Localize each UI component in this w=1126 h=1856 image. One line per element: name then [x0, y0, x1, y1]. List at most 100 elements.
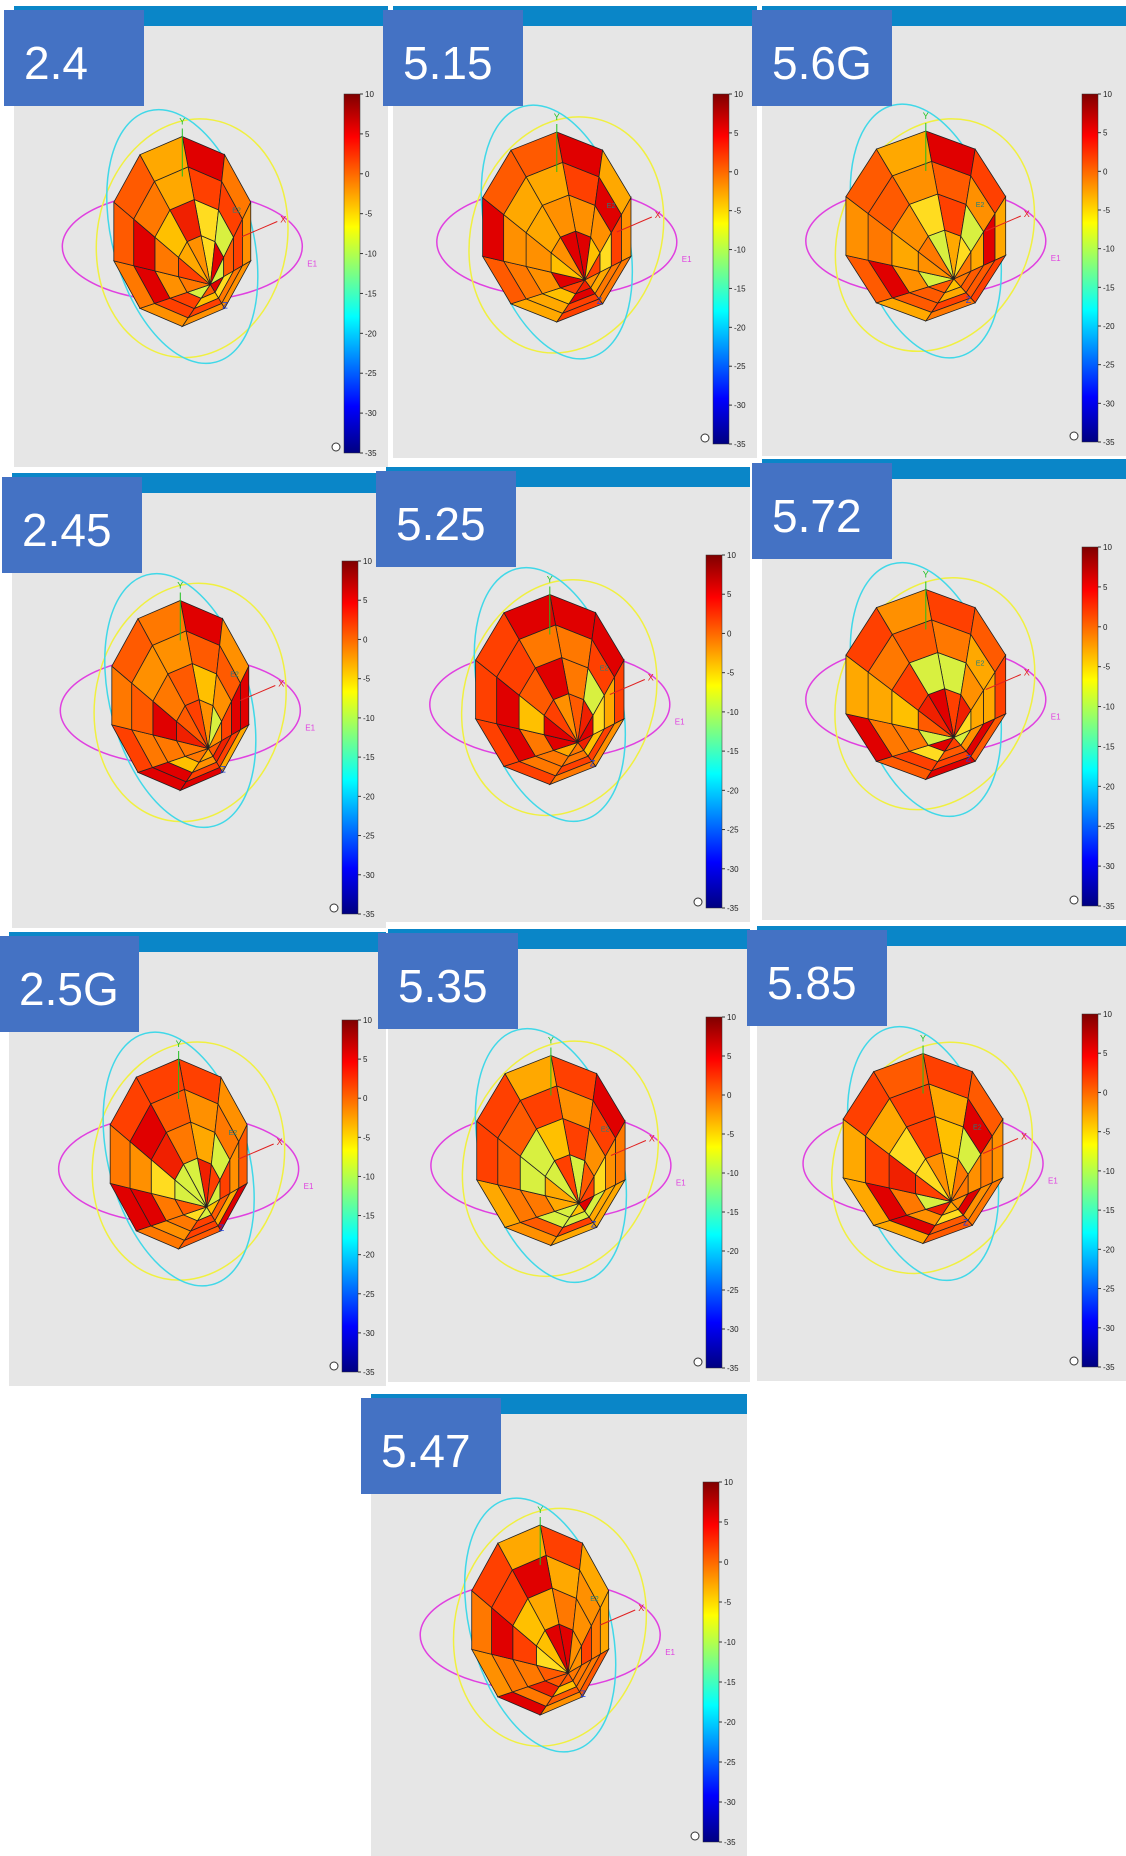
colorbar-tick-label: 10 — [363, 557, 372, 566]
colorbar-tick-label: 5 — [727, 590, 732, 599]
axis-label-z: Z — [580, 1689, 586, 1699]
frequency-label: 2.45 — [2, 477, 142, 573]
colorbar-tick-label: -15 — [734, 284, 746, 293]
axis-label-e1: E1 — [1051, 713, 1061, 722]
colorbar-tick-label: 10 — [363, 1016, 372, 1025]
colorbar-tick-label: -35 — [727, 1364, 739, 1373]
colorbar — [341, 1019, 359, 1373]
colorbar-tick-label: 10 — [1103, 1010, 1112, 1019]
axis-x — [600, 1609, 636, 1626]
colorbar-tick-label: -15 — [724, 1678, 736, 1687]
colorbar-tick-label: -10 — [724, 1638, 736, 1647]
colorbar-tick-label: -30 — [365, 409, 377, 418]
axis-label-e1: E1 — [676, 1179, 686, 1188]
axis-label-y: Y — [537, 1505, 543, 1515]
colorbar-tick-label: -20 — [1103, 322, 1115, 331]
colorbar-tick-label: 10 — [1103, 90, 1112, 99]
axis-label-z: Z — [966, 295, 972, 305]
colorbar-tick-label: -35 — [363, 910, 375, 919]
axis-label-z: Z — [222, 301, 228, 311]
colorbar-tick-label: -15 — [363, 753, 375, 762]
frequency-label: 5.35 — [378, 933, 518, 1029]
axis-label-z: Z — [963, 1218, 969, 1228]
colorbar-tick-label: -35 — [724, 1838, 736, 1847]
axis-label-e1: E1 — [304, 1182, 314, 1191]
colorbar-tick-label: -5 — [724, 1598, 732, 1607]
axis-label-e1: E1 — [307, 260, 317, 269]
zoom-icon — [1069, 431, 1079, 441]
colorbar-tick-label: -35 — [365, 449, 377, 458]
axis-label-y: Y — [179, 117, 185, 127]
colorbar-tick-label: 10 — [727, 1013, 736, 1022]
colorbar-tick-label: -5 — [1103, 1128, 1111, 1137]
colorbar-tick-label: -35 — [727, 904, 739, 913]
colorbar-tick-label: -20 — [1103, 782, 1115, 791]
frequency-label: 5.85 — [747, 930, 887, 1026]
colorbar-tick-label: -5 — [363, 1133, 371, 1142]
colorbar-tick-label: -20 — [734, 323, 746, 332]
colorbar — [702, 1481, 720, 1843]
colorbar-tick-label: -30 — [363, 871, 375, 880]
colorbar-tick-label: -5 — [1103, 206, 1111, 215]
colorbar-tick-label: -25 — [724, 1758, 736, 1767]
axis-x — [610, 1140, 647, 1156]
colorbar — [705, 554, 723, 909]
colorbar-tick-label: -10 — [365, 250, 377, 259]
colorbar-tick-label: -30 — [727, 1325, 739, 1334]
colorbar-tick-label: 5 — [363, 596, 368, 605]
axis-label-x: X — [648, 673, 654, 683]
colorbar-tick-label: -20 — [363, 792, 375, 801]
axis-label-y: Y — [176, 1039, 182, 1049]
axis-label-e2: E2 — [229, 1130, 238, 1137]
axis-x — [238, 1143, 274, 1160]
axis-x — [982, 1138, 1019, 1154]
colorbar-tick-label: 10 — [727, 551, 736, 560]
axis-x — [616, 216, 652, 233]
colorbar-tick-label: 5 — [734, 129, 739, 138]
axis-label-e2: E2 — [232, 208, 241, 215]
axis-label-y: Y — [548, 1036, 554, 1046]
colorbar-tick-label: -30 — [363, 1329, 375, 1338]
axis-label-z: Z — [597, 296, 603, 306]
axis-label-z: Z — [220, 765, 226, 775]
axis-label-y: Y — [923, 570, 929, 580]
axis-label-e1: E1 — [675, 718, 685, 727]
colorbar-tick-label: 10 — [724, 1478, 733, 1487]
zoom-icon — [690, 1831, 700, 1841]
cut-yellow — [95, 118, 289, 359]
axis-x — [242, 221, 278, 237]
colorbar-tick-label: 5 — [1103, 1049, 1108, 1058]
axis-x — [985, 674, 1021, 690]
colorbar-tick-label: -15 — [363, 1212, 375, 1221]
axis-label-y: Y — [547, 575, 553, 585]
colorbar-tick-label: 5 — [1103, 583, 1108, 592]
colorbar-tick-label: 10 — [734, 90, 743, 99]
colorbar-tick-label: -5 — [727, 669, 735, 678]
colorbar-tick-label: -35 — [1103, 438, 1115, 447]
colorbar-tick-label: -25 — [1103, 361, 1115, 370]
zoom-icon — [693, 897, 703, 907]
colorbar-tick-label: -25 — [1103, 822, 1115, 831]
zoom-icon — [700, 433, 710, 443]
colorbar-tick-label: -10 — [727, 1169, 739, 1178]
colorbar-tick-label: -20 — [363, 1251, 375, 1260]
zoom-icon — [331, 442, 341, 452]
axis-label-z: Z — [591, 1220, 597, 1230]
frequency-label: 5.47 — [361, 1398, 501, 1494]
colorbar-tick-label: -5 — [363, 675, 371, 684]
colorbar-tick-label: -10 — [1103, 1167, 1115, 1176]
colorbar-tick-label: 0 — [363, 635, 368, 644]
axis-label-x: X — [1024, 668, 1030, 678]
colorbar-tick-label: 0 — [1103, 623, 1108, 632]
axis-label-e1: E1 — [665, 1648, 675, 1657]
axis-label-x: X — [1024, 209, 1030, 219]
colorbar — [712, 93, 730, 445]
zoom-icon — [1069, 895, 1079, 905]
colorbar-tick-label: 0 — [1103, 1088, 1108, 1097]
colorbar-tick-label: -15 — [365, 289, 377, 298]
frequency-label: 2.5G — [0, 936, 139, 1032]
zoom-icon — [693, 1357, 703, 1367]
